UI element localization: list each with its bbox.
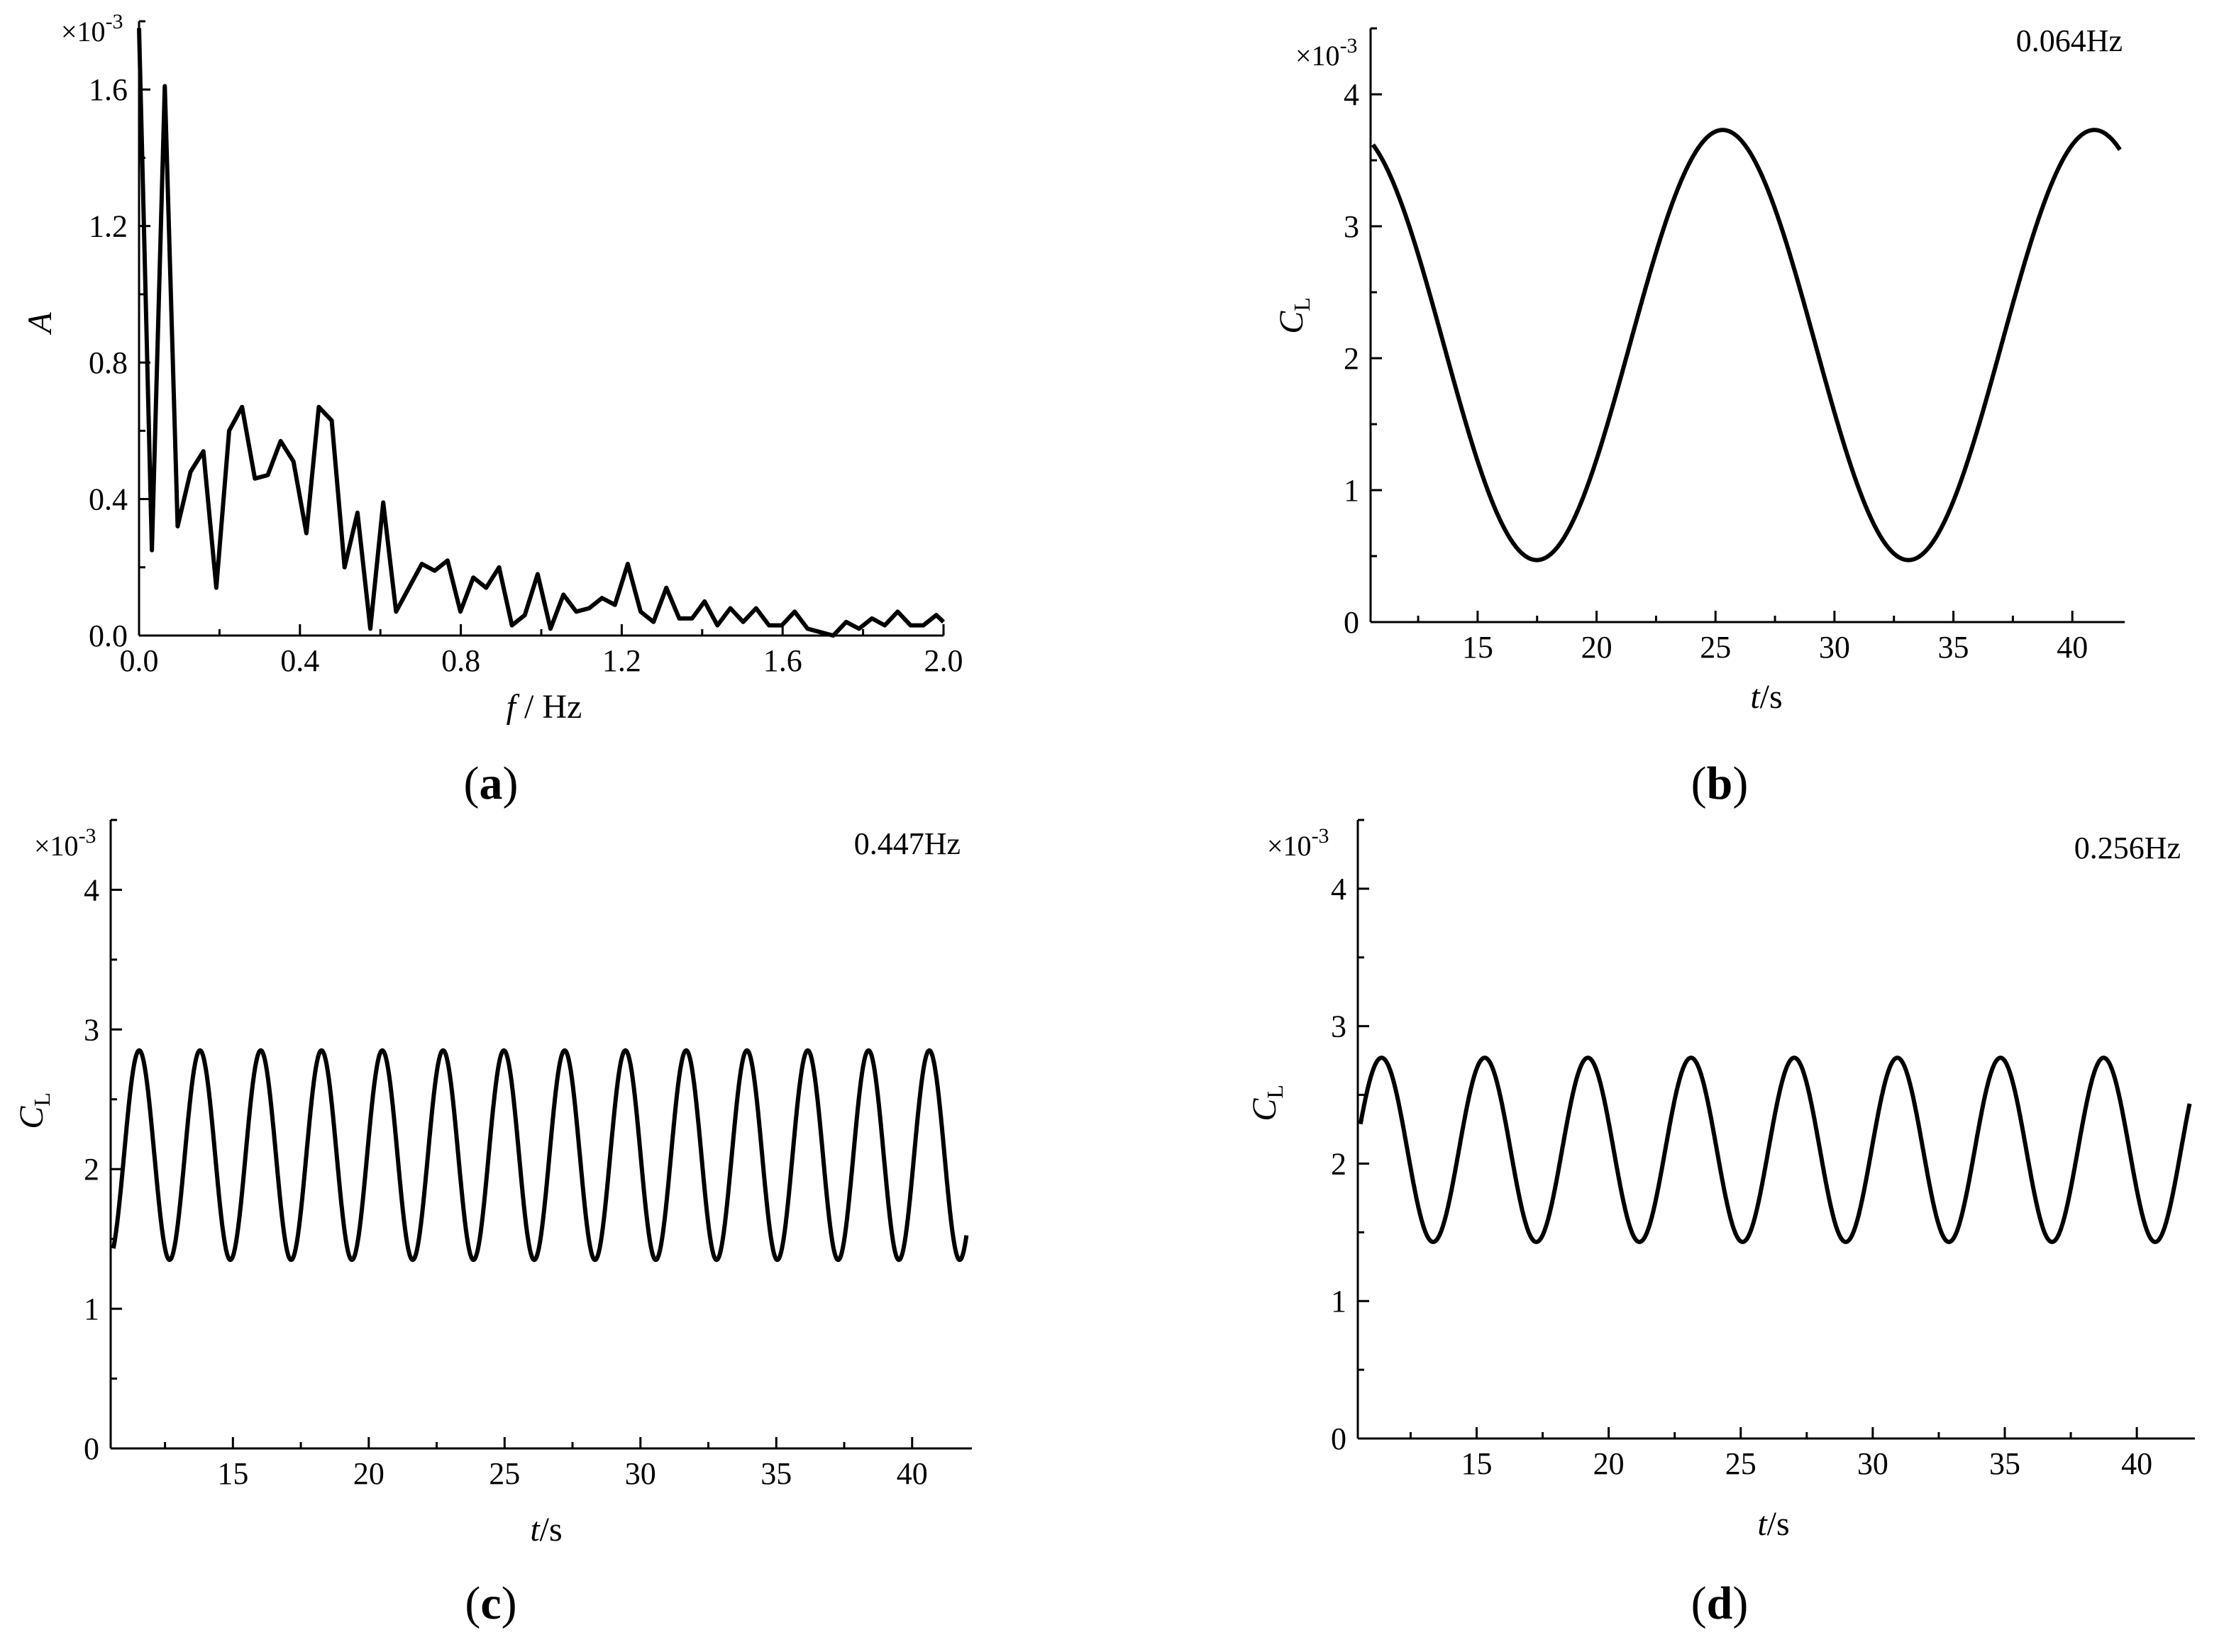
x-tick-label: 0.8 <box>441 643 480 678</box>
x-axis-title: t/s <box>1750 678 1782 716</box>
y-tick-label: 0 <box>84 1431 99 1466</box>
x-tick-label: 30 <box>1819 630 1850 665</box>
y-tick-label: 4 <box>1344 77 1359 112</box>
panel-c: 15 20 25 30 35 40 0 1 2 3 4 ×10-3 0.447Hz CL t/s (… <box>13 819 972 1629</box>
x-tick-label: 35 <box>1938 630 1969 665</box>
x-tick-label: 15 <box>217 1456 248 1491</box>
x-axis-title: t/s <box>530 1511 562 1548</box>
lift-coefficient-plot: 15 20 25 30 35 40 0 1 2 3 4 <box>1344 27 2125 665</box>
panel-b: 15 20 25 30 35 40 0 1 2 3 4 ×10-3 0.064Hz CL t/s (… <box>1273 23 2125 809</box>
x-axis-title: t/s <box>1757 1505 1789 1543</box>
y-multiplier: ×10-3 <box>61 10 123 48</box>
x-axis-title: f / Hz <box>507 688 582 726</box>
series-line <box>137 28 946 638</box>
y-tick-label: 2 <box>1344 341 1359 376</box>
y-axis-title: CL <box>1246 1085 1288 1121</box>
y-tick-label: 4 <box>1331 872 1346 907</box>
lift-coefficient-plot: 15 20 25 30 35 40 0 1 2 3 4 <box>84 819 972 1491</box>
x-tick-label: 1.6 <box>763 643 802 678</box>
y-multiplier: ×10-3 <box>1267 824 1329 862</box>
y-tick-label: 3 <box>1331 1009 1346 1044</box>
x-tick-label: 40 <box>897 1456 928 1491</box>
series-line <box>1358 1055 2192 1244</box>
y-tick-label: 1.6 <box>89 72 128 107</box>
y-tick-label: 2 <box>1331 1146 1346 1181</box>
x-tick-label: 25 <box>1700 630 1731 665</box>
y-multiplier: ×10-3 <box>1295 34 1358 72</box>
lift-coefficient-plot: 15 20 25 30 35 40 0 1 2 3 4 <box>1331 819 2195 1481</box>
x-tick-label: 20 <box>1581 630 1612 665</box>
x-tick-label: 40 <box>2121 1446 2152 1481</box>
x-tick-label: 15 <box>1462 630 1493 665</box>
y-tick-label: 3 <box>1344 209 1359 244</box>
y-tick-label: 4 <box>84 872 99 907</box>
y-axis-title: CL <box>1273 297 1315 334</box>
x-tick-label: 35 <box>1989 1446 2020 1481</box>
panel-caption: (d) <box>1691 1578 1749 1629</box>
y-tick-label: 1 <box>1331 1284 1346 1319</box>
x-tick-label: 25 <box>1725 1446 1756 1481</box>
y-tick-label: 1 <box>84 1292 99 1326</box>
x-tick-label: 0.0 <box>120 643 159 678</box>
y-tick-label: 0.4 <box>89 482 128 517</box>
spectrum-plot: 0.0 0.4 0.8 1.2 1.6 2.0 0.0 0.4 0.8 1.2 1.6 <box>89 20 963 678</box>
x-tick-label: 20 <box>1593 1446 1625 1481</box>
y-multiplier: ×10-3 <box>34 824 96 862</box>
y-tick-label: 3 <box>84 1012 99 1047</box>
y-tick-label: 1.2 <box>89 209 128 244</box>
panel-caption: (a) <box>464 758 519 809</box>
x-tick-label: 30 <box>1857 1446 1888 1481</box>
y-tick-label: 2 <box>84 1152 99 1187</box>
x-tick-label: 15 <box>1461 1446 1493 1481</box>
y-axis-title: CL <box>13 1092 55 1129</box>
y-tick-label: 0 <box>1331 1421 1346 1456</box>
x-tick-label: 35 <box>760 1456 792 1491</box>
y-axis-title: A <box>21 312 59 336</box>
x-tick-label: 30 <box>625 1456 656 1491</box>
x-tick-label: 25 <box>489 1456 520 1491</box>
series-line <box>111 1048 969 1263</box>
y-tick-label: 0.8 <box>89 345 128 380</box>
y-tick-label: 0.0 <box>89 619 128 653</box>
y-tick-label: 0 <box>1344 605 1359 640</box>
x-tick-label: 2.0 <box>924 643 963 678</box>
frequency-annotation: 0.447Hz <box>854 826 961 861</box>
panel-caption: (c) <box>465 1578 516 1629</box>
y-tick-label: 1 <box>1344 473 1359 508</box>
series-line <box>1371 128 2122 562</box>
frequency-annotation: 0.256Hz <box>2074 831 2181 865</box>
x-tick-label: 40 <box>2057 630 2088 665</box>
frequency-annotation: 0.064Hz <box>2016 23 2123 58</box>
x-tick-label: 0.4 <box>280 643 319 678</box>
panel-caption: (b) <box>1691 758 1749 809</box>
x-tick-label: 20 <box>353 1456 385 1491</box>
panel-a: 0.0 0.4 0.8 1.2 1.6 2.00.00.40.81.21.6 ×10-3 … <box>21 10 963 809</box>
x-tick-label: 1.2 <box>602 643 641 678</box>
panel-d: 15 20 25 30 35 40 0 1 2 3 4 ×10-3 0.256Hz CL t/s (… <box>1246 819 2195 1629</box>
